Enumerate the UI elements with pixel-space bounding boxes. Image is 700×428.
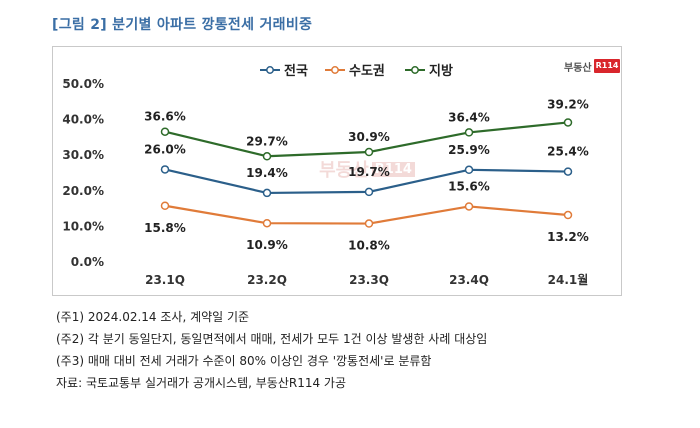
data-label: 39.2% <box>547 97 589 111</box>
data-point <box>262 218 272 228</box>
data-label: 15.8% <box>144 221 186 235</box>
logo-badge: R114 <box>593 59 621 73</box>
logo-text: 부동산 <box>564 62 592 74</box>
legend-marker <box>411 66 419 74</box>
data-label: 13.2% <box>547 230 589 244</box>
x-tick-label: 23.1Q <box>145 273 185 287</box>
data-label: 10.9% <box>246 238 288 252</box>
legend-label: 수도권 <box>349 64 385 79</box>
data-label: 36.4% <box>448 110 490 124</box>
line-chart: 50.0% 40.0% 30.0% 20.0% 10.0% 0.0% 23.1Q 23.2Q 2… <box>62 63 589 287</box>
y-tick-label: 0.0% <box>71 255 104 269</box>
y-tick-label: 30.0% <box>62 148 104 162</box>
footnote-1: (주1) 2024.02.14 조사, 계약일 기준 <box>56 310 250 324</box>
data-label: 15.6% <box>448 179 490 193</box>
data-point <box>563 210 573 220</box>
data-point <box>160 201 170 211</box>
data-point <box>364 147 374 157</box>
x-tick-label: 24.1월 <box>548 272 589 287</box>
data-label: 19.4% <box>246 166 288 180</box>
legend-label: 지방 <box>429 63 453 79</box>
data-label: 25.9% <box>448 143 490 157</box>
data-point <box>464 202 474 211</box>
data-label: 25.4% <box>547 145 589 159</box>
legend-marker <box>266 66 274 74</box>
legend-marker <box>331 66 339 74</box>
data-point <box>262 188 272 198</box>
data-point <box>364 219 374 228</box>
y-tick-label: 10.0% <box>62 219 104 233</box>
data-label: 19.7% <box>348 165 390 179</box>
data-label: 36.6% <box>144 110 186 124</box>
y-tick-label: 20.0% <box>62 184 104 198</box>
data-point <box>262 152 272 161</box>
data-point <box>160 127 170 136</box>
source-note: 자료: 국토교통부 실거래가 공개시스템, 부동산R114 가공 <box>56 376 347 390</box>
data-point <box>563 167 573 176</box>
data-point <box>364 187 374 197</box>
data-label: 29.7% <box>246 134 288 148</box>
data-point <box>160 165 170 174</box>
y-tick-label: 50.0% <box>62 77 104 91</box>
legend-label: 전국 <box>284 63 308 79</box>
data-point <box>563 118 573 127</box>
y-tick-label: 40.0% <box>62 113 104 127</box>
data-label: 10.8% <box>348 239 390 253</box>
data-label: 30.9% <box>348 130 390 144</box>
x-tick-label: 23.2Q <box>247 273 287 287</box>
footnotes: (주1) 2024.02.14 조사, 계약일 기준 (주2) 각 분기 동일단… <box>56 306 487 394</box>
chart-title: [그림 2] 분기별 아파트 깡통전세 거래비중 <box>52 17 313 33</box>
brand-logo: 부동산 R114 <box>564 58 621 74</box>
data-point <box>464 128 474 137</box>
footnote-3: (주3) 매매 대비 전세 거래가 수준이 80% 이상인 경우 '깡통전세'로… <box>56 354 432 368</box>
data-label: 26.0% <box>144 142 186 156</box>
x-tick-label: 23.4Q <box>449 273 489 287</box>
x-tick-label: 23.3Q <box>349 273 389 287</box>
data-point <box>464 165 474 175</box>
footnote-2: (주2) 각 분기 동일단지, 동일면적에서 매매, 전세가 모두 1건 이상 … <box>56 332 488 346</box>
